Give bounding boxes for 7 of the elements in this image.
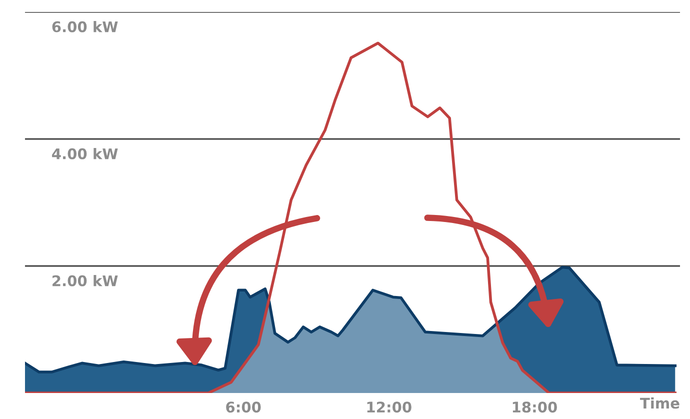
y-tick-label: 4.00 kW	[52, 148, 118, 160]
x-tick-label: 6:00	[226, 402, 261, 413]
x-tick-label: 18:00	[512, 402, 557, 413]
x-tick-label: 12:00	[367, 402, 412, 413]
y-tick-label: 6.00 kW	[52, 21, 118, 32]
x-axis-title: Time	[640, 397, 680, 409]
y-tick-label: 2.00 kW	[52, 275, 118, 286]
